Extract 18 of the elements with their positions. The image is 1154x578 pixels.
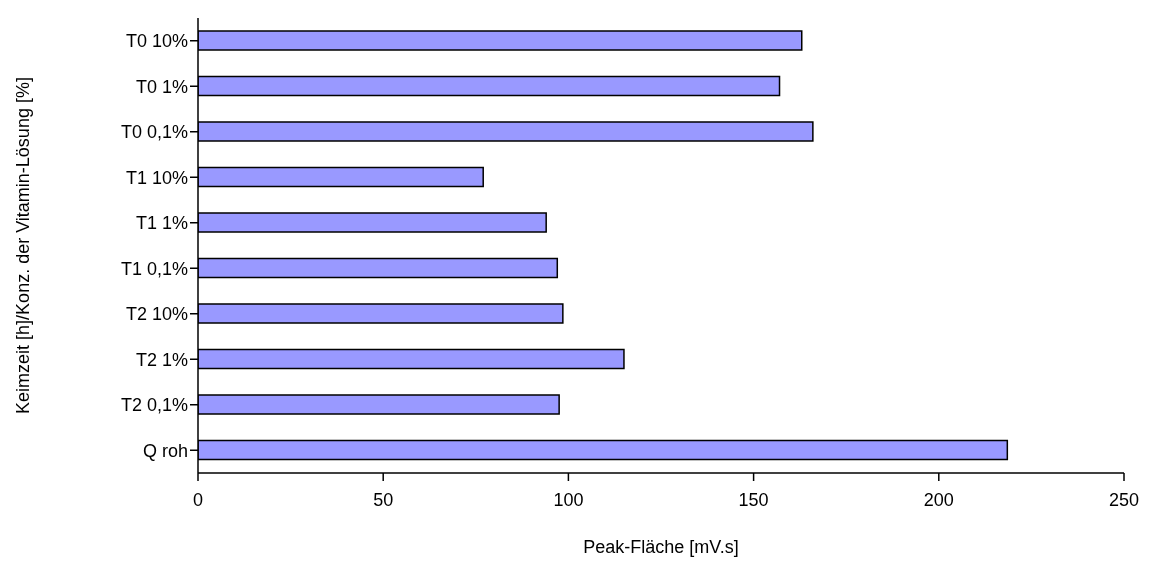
y-tick-label: T1 10% [125,167,188,188]
y-tick-label: T1 0,1% [120,258,188,279]
x-tick-label: 100 [553,489,584,510]
y-tick-label: T0 10% [125,31,188,52]
y-axis-title: Keimzeit [h]/Konz. der Vitamin-Lösung [%] [13,77,34,414]
y-tick-label: T2 10% [125,304,188,325]
y-tick-label: T0 0,1% [120,122,188,143]
y-tick-label: T1 1% [135,213,188,234]
x-tick-label: 200 [923,489,954,510]
x-tick-label: 150 [738,489,769,510]
y-tick-label: T2 1% [135,349,188,370]
x-tick-label: 0 [192,489,204,510]
x-tick-label: 50 [373,489,394,510]
x-axis-title: Peak-Fläche [mV.s] [583,537,739,557]
x-tick-label: 250 [1108,489,1140,510]
y-tick-label: T2 0,1% [120,395,188,416]
y-tick-label: Q roh [142,440,188,461]
y-tick-label: T0 1% [135,76,188,97]
